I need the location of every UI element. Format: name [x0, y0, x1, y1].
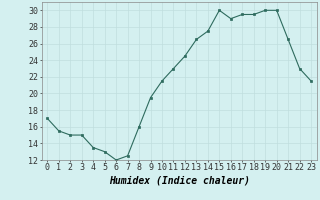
X-axis label: Humidex (Indice chaleur): Humidex (Indice chaleur): [109, 175, 250, 185]
